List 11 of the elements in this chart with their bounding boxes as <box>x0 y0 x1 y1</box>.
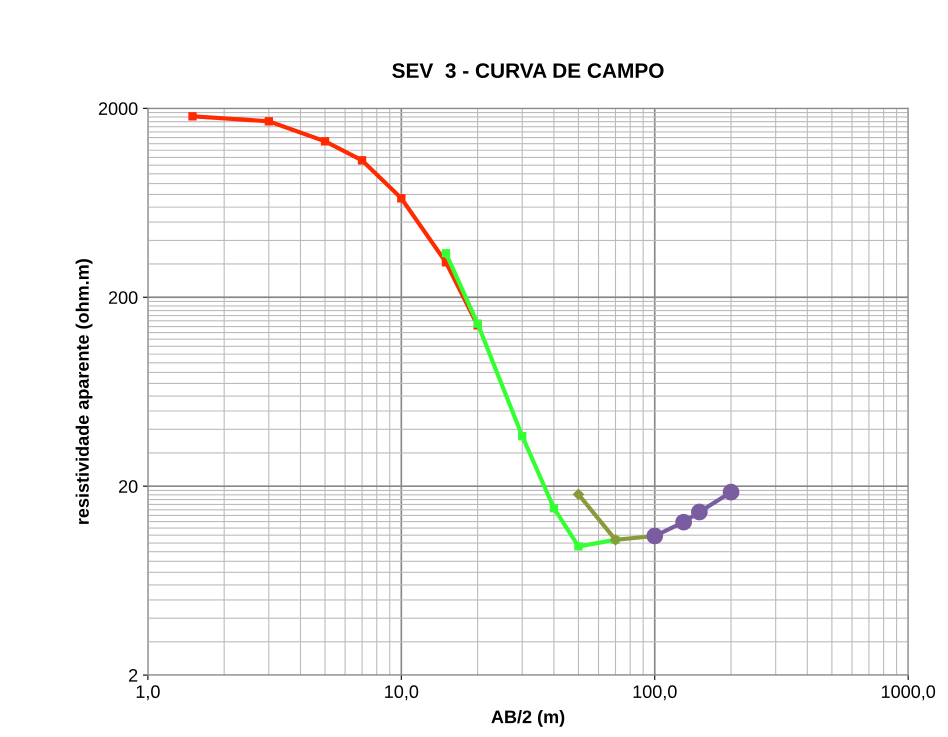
x-tick-label: 1000,0 <box>882 685 936 700</box>
x-tick-label: 10,0 <box>385 685 418 700</box>
y-tick-label: 200 <box>108 291 138 304</box>
y-tick-label: 2 <box>129 669 138 682</box>
y-tick-label: 20 <box>118 480 138 493</box>
y-tick-label: 2000 <box>98 102 138 116</box>
x-axis-title: AB/2 (m) <box>491 710 564 727</box>
chart-title: SEV 3 - CURVA DE CAMPO <box>392 63 664 78</box>
y-axis-title: resistividade aparente (ohm.m) <box>76 259 92 524</box>
x-tick-label: 100,0 <box>634 685 677 700</box>
x-tick-label: 1,0 <box>136 685 160 700</box>
